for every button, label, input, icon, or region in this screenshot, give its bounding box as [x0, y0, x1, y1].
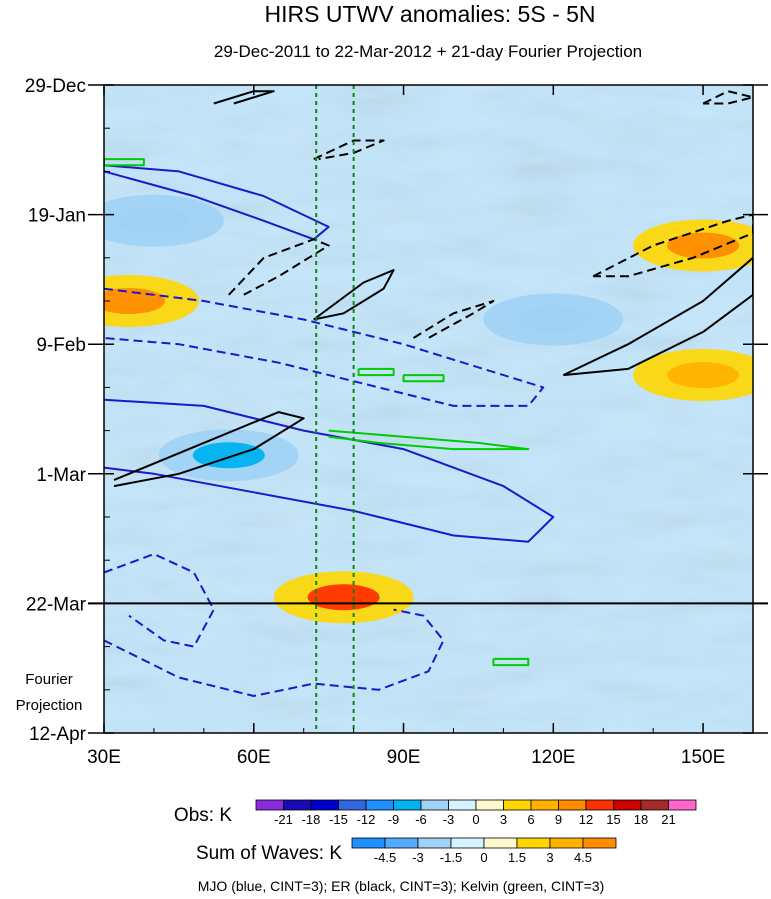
colorbar-tick-label: 0 — [472, 812, 479, 827]
colorbar-tick-label: -18 — [302, 812, 321, 827]
x-tick-label: 30E — [87, 747, 121, 768]
colorbar-swatch — [393, 799, 422, 811]
mjo-contour — [104, 287, 545, 407]
colorbar-tick-label: 12 — [579, 812, 593, 827]
colorbar-swatch — [448, 799, 477, 811]
er-contour — [562, 256, 753, 377]
colorbar-swatch — [255, 799, 284, 811]
er-contour — [313, 269, 395, 321]
wave-contours — [104, 90, 753, 697]
y-tick-label: 19-Jan — [28, 206, 86, 227]
er-contour — [592, 213, 753, 278]
colorbar-tick-label: -9 — [388, 812, 400, 827]
y-axis: 29-Dec 19-Jan 9-Feb 1-Mar 22-Mar 12-Apr — [25, 76, 768, 745]
er-contour — [702, 90, 753, 105]
x-tick-label: 150E — [681, 747, 725, 768]
footnote: MJO (blue, CINT=3); ER (black, CINT=3); … — [198, 878, 605, 894]
colorbar-swatch — [582, 837, 617, 849]
colorbar-tick-label: -3 — [412, 850, 424, 865]
colorbar-swatch — [503, 799, 532, 811]
y-tick-label: 1-Mar — [36, 465, 86, 486]
projection-label-line1: Fourier — [25, 671, 73, 688]
colorbar-tick-label: 21 — [661, 812, 675, 827]
colorbar-swatch — [384, 837, 419, 849]
reference-longitude-lines — [315, 85, 355, 733]
colorbar-swatch — [585, 799, 614, 811]
er-contour — [113, 411, 305, 488]
colorbar-tick-label: -12 — [357, 812, 376, 827]
colorbar-swatch — [668, 799, 697, 811]
kelvin-contour — [357, 367, 395, 377]
mjo-contour — [104, 398, 555, 543]
colorbar-tick-label: 18 — [634, 812, 648, 827]
obs-legend-label: Obs: K — [174, 805, 232, 826]
colorbar-swatch — [283, 799, 312, 811]
mjo-contour — [104, 164, 330, 241]
colorbar-swatch — [420, 799, 449, 811]
waves-legend-label: Sum of Waves: K — [196, 843, 342, 864]
anomaly-field — [104, 85, 753, 733]
colorbar-swatch — [549, 837, 584, 849]
er-contour — [412, 300, 495, 339]
chart-title: HIRS UTWV anomalies: 5S - 5N — [264, 1, 595, 27]
wet-anomaly — [633, 219, 753, 272]
mjo-contour — [104, 553, 215, 648]
x-tick-label: 90E — [387, 747, 421, 768]
plot-area — [104, 85, 753, 733]
y-tick-label: 22-Mar — [26, 594, 87, 615]
obs-colorbar: -21 -18 -15 -12 -9 -6 -3 0 3 6 9 12 15 18 21 — [255, 799, 697, 827]
colorbar-swatch — [640, 799, 669, 811]
projection-label-line2: Projection — [16, 697, 83, 714]
x-axis: 30E 60E 90E 120E 150E — [87, 85, 725, 768]
er-contour — [228, 238, 330, 296]
plot-frame — [103, 84, 754, 734]
kelvin-contour — [402, 374, 445, 383]
colorbar-swatch — [558, 799, 587, 811]
kelvin-contour — [492, 657, 530, 667]
colorbar-swatch — [483, 837, 518, 849]
colorbar-tick-label: -1.5 — [440, 850, 462, 865]
colorbar-swatch — [417, 837, 452, 849]
colorbar-tick-label: 1.5 — [508, 850, 526, 865]
colorbar-swatch — [450, 837, 485, 849]
colorbar-tick-label: -3 — [443, 812, 455, 827]
colorbar-tick-label: 6 — [527, 812, 534, 827]
wet-anomaly — [104, 275, 199, 327]
colorbar-swatch — [530, 799, 559, 811]
y-tick-label: 29-Dec — [25, 76, 86, 97]
waves-colorbar: -4.5 -3 -1.5 0 1.5 3 4.5 — [351, 837, 617, 865]
colorbar-tick-label: 0 — [480, 850, 487, 865]
colorbar-swatch — [310, 799, 339, 811]
colorbar-tick-label: -6 — [415, 812, 427, 827]
colorbar-tick-label: 15 — [606, 812, 620, 827]
colorbar-swatch — [613, 799, 642, 811]
chart-subtitle: 29-Dec-2011 to 22-Mar-2012 + 21-day Four… — [214, 42, 642, 61]
x-tick-label: 120E — [531, 747, 575, 768]
colorbar-swatch — [351, 837, 386, 849]
wet-anomaly — [633, 349, 753, 402]
mjo-contour — [104, 608, 445, 697]
kelvin-contour — [104, 158, 145, 167]
colorbar-tick-label: 3 — [500, 812, 507, 827]
y-tick-label: 12-Apr — [29, 724, 87, 745]
colorbar-swatch — [365, 799, 394, 811]
colorbar-swatch — [338, 799, 367, 811]
kelvin-contour — [328, 429, 530, 451]
colorbar-tick-label: -4.5 — [374, 850, 396, 865]
dry-anomaly — [104, 194, 224, 247]
colorbar-tick-label: -15 — [329, 812, 348, 827]
colorbar-tick-label: 4.5 — [574, 850, 592, 865]
wet-anomaly — [273, 571, 414, 624]
y-tick-label: 9-Feb — [36, 335, 86, 356]
colorbar-tick-label: 3 — [546, 850, 553, 865]
colorbar-swatch — [516, 837, 551, 849]
colorbar-swatch — [475, 799, 504, 811]
colorbar-tick-label: -21 — [274, 812, 293, 827]
er-contour — [313, 139, 385, 161]
er-contour — [213, 90, 275, 105]
x-tick-label: 60E — [237, 747, 271, 768]
colorbar-tick-label: 9 — [555, 812, 562, 827]
dry-anomaly — [483, 293, 624, 346]
